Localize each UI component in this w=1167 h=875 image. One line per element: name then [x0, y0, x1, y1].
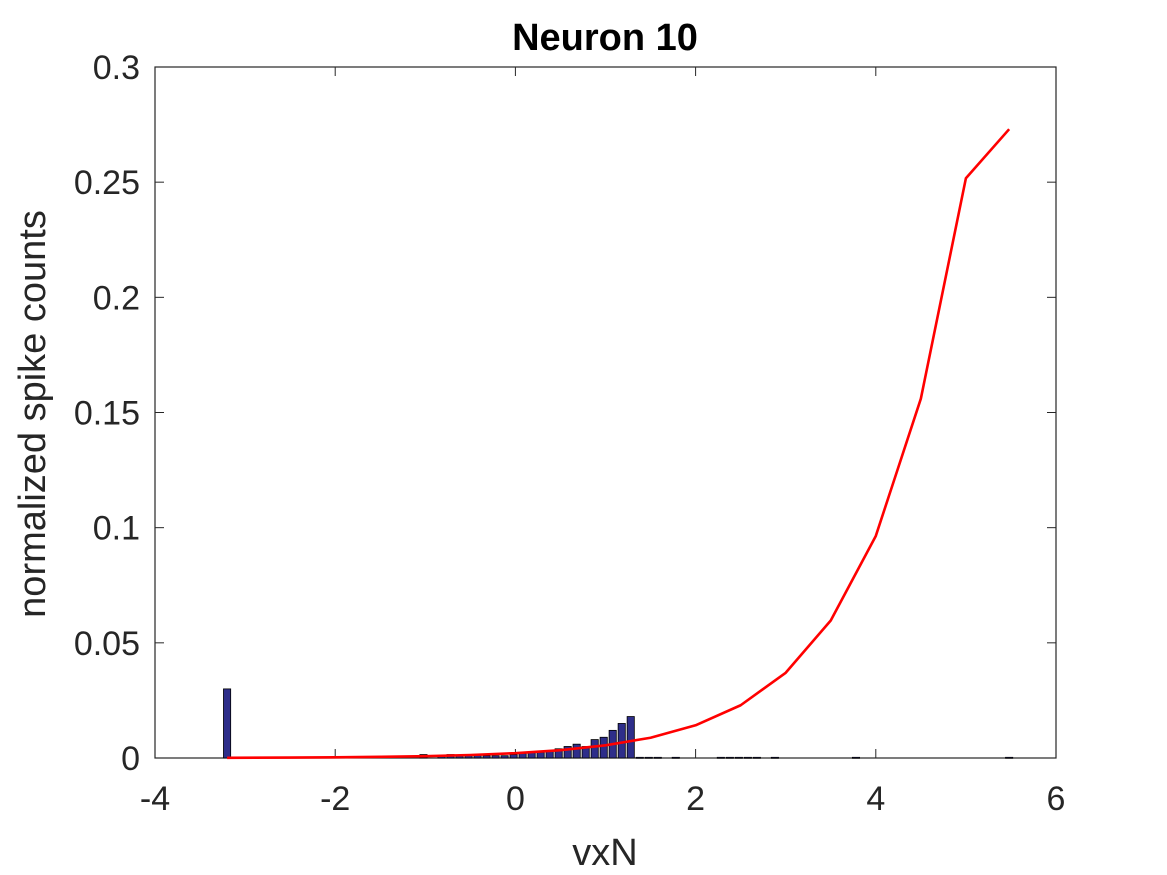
histogram-bar — [590, 739, 599, 759]
histogram-bar — [491, 755, 500, 759]
chart-title: Neuron 10 — [512, 17, 698, 59]
histogram-bar — [617, 723, 626, 759]
histogram-bar — [734, 756, 743, 759]
x-tick-label: -2 — [320, 780, 350, 818]
y-tick-label: 0.3 — [93, 49, 140, 87]
histogram-bar — [716, 756, 725, 759]
y-axis-label: normalized spike counts — [12, 210, 54, 618]
histogram-bar — [572, 743, 581, 759]
y-tick-label: 0.1 — [93, 510, 140, 548]
histogram-bar — [509, 754, 518, 759]
histogram-bar — [851, 756, 860, 759]
y-tick-label: 0 — [121, 740, 140, 778]
x-tick-label: 4 — [866, 780, 885, 818]
y-tick-label: 0.15 — [74, 395, 140, 433]
fit-curve-line — [227, 128, 1011, 760]
x-axis-label: vxN — [572, 832, 637, 874]
histogram-bar — [626, 716, 635, 759]
plot-area: -4 -2 0 2 4 6 0 0.05 0.1 0.15 0.2 0.25 0.3 — [74, 49, 1066, 818]
histogram-bar — [554, 748, 563, 759]
axes-box — [154, 66, 1057, 759]
x-tick-label: 6 — [1047, 780, 1066, 818]
x-tick-label: 0 — [506, 780, 525, 818]
histogram-bar — [653, 756, 662, 759]
histogram-bar — [725, 756, 734, 759]
histogram-bar — [770, 756, 779, 759]
histogram-bar — [644, 756, 653, 759]
histogram-bar — [1005, 756, 1014, 759]
histogram-bar — [536, 751, 545, 759]
y-tick-label: 0.25 — [74, 164, 140, 202]
histogram-bar — [635, 756, 644, 759]
y-tick-label: 0.2 — [93, 279, 140, 317]
x-tick-label: 2 — [686, 780, 705, 818]
histogram-bar — [752, 756, 761, 759]
histogram-bar — [223, 688, 232, 759]
histogram-bar — [482, 755, 491, 759]
histogram-bar — [743, 756, 752, 759]
histogram-bar — [599, 736, 608, 759]
y-tick-label: 0.05 — [74, 625, 140, 663]
histogram-bar — [563, 746, 572, 759]
x-tick-label: -4 — [140, 780, 170, 818]
histogram-bar — [500, 755, 509, 759]
histogram-bar — [671, 756, 680, 759]
